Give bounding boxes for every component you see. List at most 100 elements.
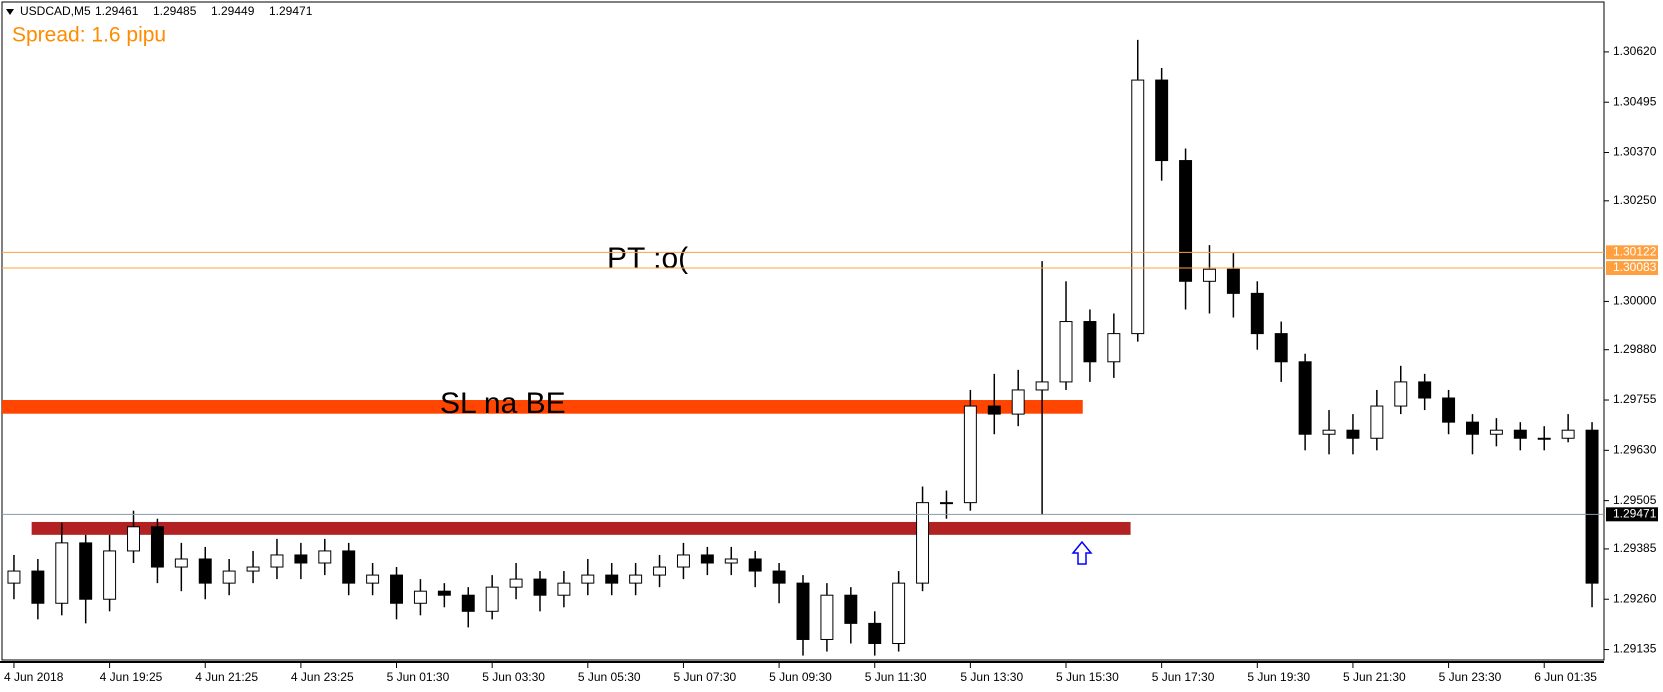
candle-body <box>509 578 523 588</box>
x-tick-label: 5 Jun 01:30 <box>387 670 450 684</box>
candle-body <box>1059 321 1073 383</box>
y-tick-label: 1.29505 <box>1613 493 1657 507</box>
candle-body <box>533 578 547 596</box>
candle-body <box>987 405 1001 415</box>
quote-value: 1.29461 <box>95 4 139 18</box>
candle-body <box>1394 381 1408 407</box>
candle-body <box>294 554 308 564</box>
x-tick-label: 4 Jun 21:25 <box>195 670 258 684</box>
candle-body <box>1250 292 1264 335</box>
y-tick-label: 1.30370 <box>1613 145 1657 159</box>
spread-label: Spread: 1.6 pipu <box>12 24 166 47</box>
candle-body <box>174 558 188 568</box>
candle-body <box>796 582 810 640</box>
candle-body <box>939 502 953 505</box>
candle-body <box>413 590 427 604</box>
candle-body <box>1107 333 1121 363</box>
candle-body <box>270 554 284 568</box>
candle-body <box>605 574 619 584</box>
candle-body <box>916 502 930 584</box>
x-tick-label: 6 Jun 01:35 <box>1534 670 1597 684</box>
candle-body <box>127 526 140 552</box>
candle-body <box>1155 79 1169 162</box>
level-label: 1.29471 <box>1613 506 1657 520</box>
candle-body <box>1346 429 1360 439</box>
candle-body <box>748 558 762 572</box>
candle-body <box>629 574 643 584</box>
candle-body <box>198 558 212 584</box>
candle-body <box>461 594 475 612</box>
x-tick-label: 4 Jun 23:25 <box>291 670 354 684</box>
candle-body <box>1131 79 1145 335</box>
candle-body <box>1035 381 1049 391</box>
candle-body <box>31 570 45 604</box>
candle-body <box>437 590 451 596</box>
candle-body <box>1418 381 1432 399</box>
x-tick-label: 5 Jun 07:30 <box>673 670 736 684</box>
candle-body <box>485 586 499 612</box>
candle-body <box>1585 429 1599 584</box>
buy-arrow <box>1071 540 1093 565</box>
y-tick-label: 1.29630 <box>1613 442 1657 456</box>
y-tick-label: 1.30250 <box>1613 193 1657 207</box>
y-tick-label: 1.29880 <box>1613 342 1657 356</box>
y-tick-label: 1.30495 <box>1613 94 1657 108</box>
x-tick-label: 5 Jun 09:30 <box>769 670 832 684</box>
x-tick-label: 5 Jun 03:30 <box>482 670 545 684</box>
candle-body <box>820 594 834 640</box>
x-tick-label: 4 Jun 2018 <box>4 670 64 684</box>
candle-body <box>7 570 21 584</box>
candle-body <box>246 566 260 572</box>
y-tick-label: 1.30000 <box>1613 294 1657 308</box>
candle-body <box>55 542 69 604</box>
candle-body <box>79 542 93 600</box>
zone <box>2 400 1083 414</box>
x-tick-label: 5 Jun 19:30 <box>1247 670 1310 684</box>
candle-body <box>557 582 571 596</box>
y-tick-label: 1.30620 <box>1613 44 1657 58</box>
candle-body <box>1537 437 1551 440</box>
candle-body <box>390 574 403 604</box>
candle-body <box>366 574 380 584</box>
level-label: 1.30083 <box>1613 260 1657 274</box>
candle-body <box>318 550 332 564</box>
candle-body <box>1489 429 1503 435</box>
plot-frame <box>1 1 1605 661</box>
x-tick-label: 5 Jun 05:30 <box>578 670 641 684</box>
y-tick-label: 1.29385 <box>1613 541 1657 555</box>
y-tick-label: 1.29135 <box>1613 642 1657 656</box>
x-tick-label: 5 Jun 11:30 <box>865 670 927 684</box>
candle-body <box>150 526 164 568</box>
candle-body <box>892 582 906 644</box>
x-tick-label: 4 Jun 19:25 <box>100 670 163 684</box>
candle-body <box>868 622 882 644</box>
level-label: 1.30122 <box>1613 244 1657 258</box>
candle-body <box>1322 429 1336 435</box>
x-tick-label: 5 Jun 13:30 <box>960 670 1023 684</box>
candle-body <box>676 554 690 568</box>
quote-value: 1.29471 <box>269 4 313 18</box>
candle-body <box>103 550 117 600</box>
candle-body <box>700 554 714 564</box>
candle-body <box>342 550 356 584</box>
zone-label: SL na BE <box>440 387 566 420</box>
candle-body <box>1226 268 1240 294</box>
candle-body <box>844 594 858 624</box>
candle-body <box>724 558 738 564</box>
symbol-menu-icon[interactable] <box>6 9 14 15</box>
candle-body <box>1011 389 1025 415</box>
candle-body <box>1203 268 1216 282</box>
x-tick-label: 5 Jun 23:30 <box>1439 670 1502 684</box>
quote: 1.29461 1.29485 1.29449 1.29471 <box>95 4 313 18</box>
candle-body <box>1561 429 1575 439</box>
quote-value: 1.29449 <box>211 4 255 18</box>
candle-body <box>1466 421 1479 435</box>
candle-body <box>1370 405 1384 439</box>
candle-body <box>1179 160 1193 282</box>
quote-value: 1.29485 <box>153 4 197 18</box>
y-tick-label: 1.29260 <box>1613 591 1657 605</box>
x-tick-label: 5 Jun 21:30 <box>1343 670 1406 684</box>
candle-body <box>1513 429 1527 439</box>
